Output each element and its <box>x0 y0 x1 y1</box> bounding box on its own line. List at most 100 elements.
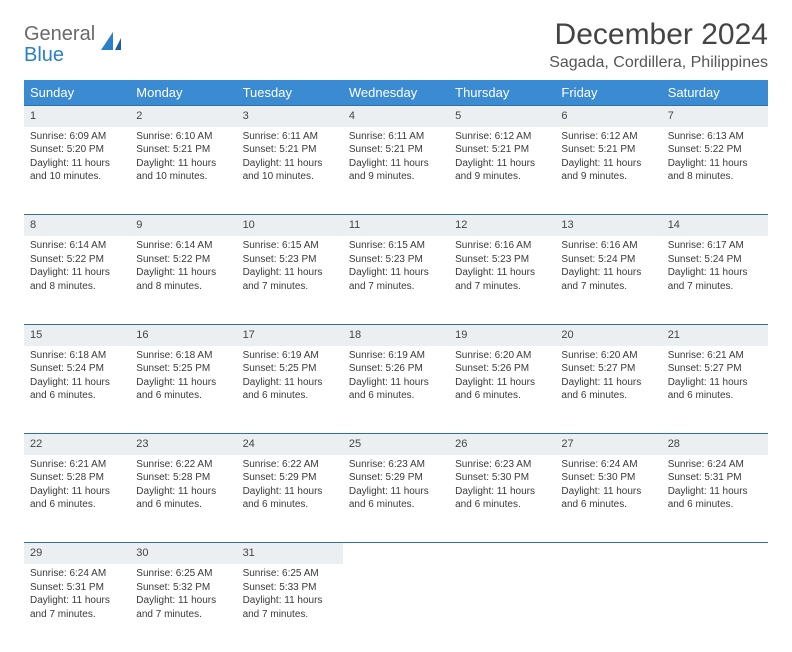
day-number-cell: 28 <box>662 434 768 455</box>
day-number-cell: 16 <box>130 324 236 345</box>
info-row: Sunrise: 6:09 AMSunset: 5:20 PMDaylight:… <box>24 127 768 215</box>
day-info-cell: Sunrise: 6:12 AMSunset: 5:21 PMDaylight:… <box>449 127 555 215</box>
day-header: Friday <box>555 80 661 106</box>
day-info-cell: Sunrise: 6:24 AMSunset: 5:31 PMDaylight:… <box>24 564 130 652</box>
sail-icon <box>99 30 125 61</box>
daylight-line: Daylight: 11 hours and 9 minutes. <box>561 157 655 184</box>
day-number-cell: 7 <box>662 106 768 127</box>
sunrise-line: Sunrise: 6:24 AM <box>668 458 762 472</box>
sunset-line: Sunset: 5:20 PM <box>30 143 124 157</box>
daylight-line: Daylight: 11 hours and 8 minutes. <box>30 266 124 293</box>
daylight-line: Daylight: 11 hours and 8 minutes. <box>136 266 230 293</box>
daynum-row: 293031 <box>24 543 768 564</box>
day-number-cell: 21 <box>662 324 768 345</box>
day-number-cell: 30 <box>130 543 236 564</box>
daynum-row: 22232425262728 <box>24 434 768 455</box>
daylight-line: Daylight: 11 hours and 9 minutes. <box>455 157 549 184</box>
sunset-line: Sunset: 5:27 PM <box>561 362 655 376</box>
day-number-cell: 25 <box>343 434 449 455</box>
sunset-line: Sunset: 5:32 PM <box>136 581 230 595</box>
sunset-line: Sunset: 5:21 PM <box>136 143 230 157</box>
sunset-line: Sunset: 5:24 PM <box>561 253 655 267</box>
sunrise-line: Sunrise: 6:25 AM <box>136 567 230 581</box>
daylight-line: Daylight: 11 hours and 10 minutes. <box>30 157 124 184</box>
info-row: Sunrise: 6:18 AMSunset: 5:24 PMDaylight:… <box>24 346 768 434</box>
daylight-line: Daylight: 11 hours and 6 minutes. <box>30 376 124 403</box>
day-info-cell: Sunrise: 6:21 AMSunset: 5:28 PMDaylight:… <box>24 455 130 543</box>
daylight-line: Daylight: 11 hours and 9 minutes. <box>349 157 443 184</box>
daylight-line: Daylight: 11 hours and 6 minutes. <box>561 485 655 512</box>
day-header: Tuesday <box>237 80 343 106</box>
day-number-cell <box>662 543 768 564</box>
day-info-cell: Sunrise: 6:09 AMSunset: 5:20 PMDaylight:… <box>24 127 130 215</box>
day-number-cell: 9 <box>130 215 236 236</box>
sunset-line: Sunset: 5:29 PM <box>243 471 337 485</box>
daylight-line: Daylight: 11 hours and 7 minutes. <box>243 594 337 621</box>
day-number-cell: 17 <box>237 324 343 345</box>
day-number-cell <box>555 543 661 564</box>
daylight-line: Daylight: 11 hours and 6 minutes. <box>243 485 337 512</box>
daynum-row: 1234567 <box>24 106 768 127</box>
day-number-cell: 26 <box>449 434 555 455</box>
sunset-line: Sunset: 5:23 PM <box>349 253 443 267</box>
daylight-line: Daylight: 11 hours and 6 minutes. <box>349 376 443 403</box>
day-number-cell: 24 <box>237 434 343 455</box>
sunset-line: Sunset: 5:28 PM <box>136 471 230 485</box>
sunrise-line: Sunrise: 6:11 AM <box>243 130 337 144</box>
sunrise-line: Sunrise: 6:18 AM <box>30 349 124 363</box>
daynum-row: 891011121314 <box>24 215 768 236</box>
info-row: Sunrise: 6:14 AMSunset: 5:22 PMDaylight:… <box>24 236 768 324</box>
sunrise-line: Sunrise: 6:21 AM <box>668 349 762 363</box>
sunset-line: Sunset: 5:25 PM <box>136 362 230 376</box>
day-number-cell: 6 <box>555 106 661 127</box>
sunrise-line: Sunrise: 6:13 AM <box>668 130 762 144</box>
day-info-cell: Sunrise: 6:20 AMSunset: 5:27 PMDaylight:… <box>555 346 661 434</box>
sunrise-line: Sunrise: 6:12 AM <box>455 130 549 144</box>
day-info-cell: Sunrise: 6:22 AMSunset: 5:28 PMDaylight:… <box>130 455 236 543</box>
daylight-line: Daylight: 11 hours and 7 minutes. <box>243 266 337 293</box>
day-number-cell: 31 <box>237 543 343 564</box>
sunrise-line: Sunrise: 6:22 AM <box>136 458 230 472</box>
day-number-cell: 20 <box>555 324 661 345</box>
sunset-line: Sunset: 5:30 PM <box>455 471 549 485</box>
day-number-cell: 5 <box>449 106 555 127</box>
day-number-cell: 27 <box>555 434 661 455</box>
sunset-line: Sunset: 5:25 PM <box>243 362 337 376</box>
sunrise-line: Sunrise: 6:23 AM <box>455 458 549 472</box>
sunrise-line: Sunrise: 6:23 AM <box>349 458 443 472</box>
sunrise-line: Sunrise: 6:24 AM <box>30 567 124 581</box>
sunset-line: Sunset: 5:22 PM <box>136 253 230 267</box>
day-info-cell: Sunrise: 6:11 AMSunset: 5:21 PMDaylight:… <box>237 127 343 215</box>
day-number-cell: 1 <box>24 106 130 127</box>
brand-logo: General Blue <box>24 18 125 66</box>
sunset-line: Sunset: 5:27 PM <box>668 362 762 376</box>
sunset-line: Sunset: 5:28 PM <box>30 471 124 485</box>
daylight-line: Daylight: 11 hours and 6 minutes. <box>561 376 655 403</box>
sunset-line: Sunset: 5:26 PM <box>349 362 443 376</box>
day-info-cell: Sunrise: 6:19 AMSunset: 5:25 PMDaylight:… <box>237 346 343 434</box>
sunset-line: Sunset: 5:21 PM <box>561 143 655 157</box>
day-header-row: Sunday Monday Tuesday Wednesday Thursday… <box>24 80 768 106</box>
day-info-cell: Sunrise: 6:13 AMSunset: 5:22 PMDaylight:… <box>662 127 768 215</box>
sunset-line: Sunset: 5:29 PM <box>349 471 443 485</box>
daylight-line: Daylight: 11 hours and 7 minutes. <box>30 594 124 621</box>
day-header: Sunday <box>24 80 130 106</box>
day-number-cell: 12 <box>449 215 555 236</box>
daylight-line: Daylight: 11 hours and 7 minutes. <box>668 266 762 293</box>
sunset-line: Sunset: 5:21 PM <box>455 143 549 157</box>
day-info-cell <box>343 564 449 652</box>
day-info-cell: Sunrise: 6:23 AMSunset: 5:29 PMDaylight:… <box>343 455 449 543</box>
sunrise-line: Sunrise: 6:12 AM <box>561 130 655 144</box>
sunset-line: Sunset: 5:30 PM <box>561 471 655 485</box>
sunrise-line: Sunrise: 6:15 AM <box>243 239 337 253</box>
day-number-cell: 3 <box>237 106 343 127</box>
day-info-cell: Sunrise: 6:16 AMSunset: 5:24 PMDaylight:… <box>555 236 661 324</box>
sunset-line: Sunset: 5:22 PM <box>30 253 124 267</box>
sunset-line: Sunset: 5:21 PM <box>349 143 443 157</box>
day-info-cell: Sunrise: 6:25 AMSunset: 5:33 PMDaylight:… <box>237 564 343 652</box>
day-number-cell: 23 <box>130 434 236 455</box>
day-info-cell: Sunrise: 6:11 AMSunset: 5:21 PMDaylight:… <box>343 127 449 215</box>
sunset-line: Sunset: 5:31 PM <box>668 471 762 485</box>
sunset-line: Sunset: 5:21 PM <box>243 143 337 157</box>
sunset-line: Sunset: 5:22 PM <box>668 143 762 157</box>
